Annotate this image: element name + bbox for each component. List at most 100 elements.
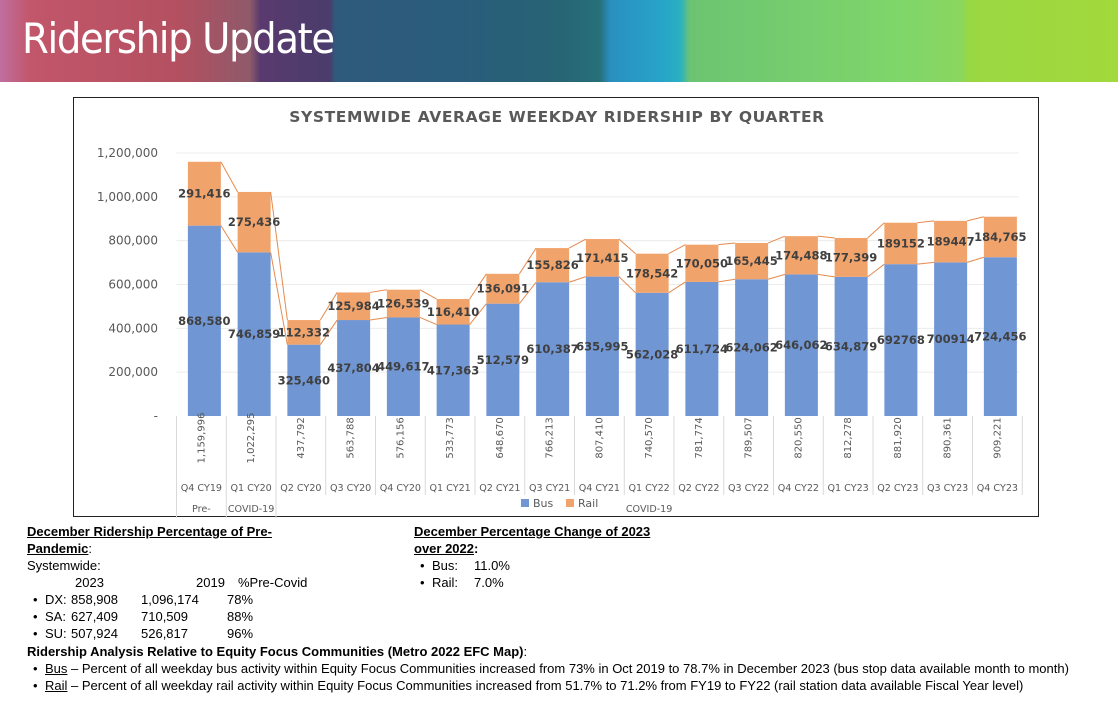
series-line-bus bbox=[718, 278, 736, 283]
data-label-rail: 155,826 bbox=[526, 258, 578, 272]
pre-pandemic-heading-2: Pandemic: bbox=[27, 540, 387, 557]
bullet: • bbox=[33, 609, 38, 624]
bullet: • bbox=[420, 558, 425, 573]
bar-bus bbox=[536, 282, 570, 416]
legend-label-bus: Bus bbox=[533, 497, 554, 510]
data-label-rail: 170,050 bbox=[676, 256, 728, 270]
data-label-rail: 178,542 bbox=[626, 266, 678, 280]
heading-colon: : bbox=[474, 541, 479, 556]
bar-bus bbox=[983, 257, 1017, 416]
total-label: 766,213 bbox=[545, 417, 556, 458]
bar-rail bbox=[735, 242, 769, 280]
series-line-bus bbox=[767, 273, 786, 280]
pre-pandemic-row: • DX: 858,908 1,096,174 78% bbox=[27, 591, 387, 608]
efc-description: – Percent of all weekday rail activity w… bbox=[67, 678, 1024, 693]
page-title: Ridership Update bbox=[22, 14, 335, 63]
series-line-bus bbox=[618, 276, 636, 294]
total-label: 1,159,996 bbox=[196, 413, 207, 464]
bullet: • bbox=[33, 626, 38, 641]
total-label: 781,774 bbox=[694, 417, 705, 458]
change-item-bus: • Bus: 11.0% bbox=[414, 557, 714, 574]
category-label: Q2 CY20 bbox=[280, 483, 321, 494]
series-line-rail bbox=[419, 289, 437, 300]
series-line-bus bbox=[270, 252, 288, 345]
bar-bus bbox=[884, 264, 918, 416]
category-label: Q4 CY19 bbox=[181, 483, 222, 494]
data-label-bus: 692768 bbox=[877, 333, 925, 347]
series-line-rail bbox=[967, 216, 984, 222]
bar-rail bbox=[536, 248, 570, 283]
value-pct: 88% bbox=[227, 609, 254, 624]
data-label-bus: 700914 bbox=[927, 332, 975, 346]
bar-bus bbox=[486, 303, 520, 416]
data-label-rail: 165,445 bbox=[725, 254, 777, 268]
chart-svg: SYSTEMWIDE AVERAGE WEEKDAY RIDERSHIP BY … bbox=[97, 108, 1027, 518]
change-heading-1: December Percentage Change of 2023 bbox=[414, 524, 651, 539]
bar-rail bbox=[486, 273, 520, 304]
bar-bus bbox=[237, 252, 271, 416]
value-2023: 627,409 bbox=[71, 609, 118, 624]
y-tick-label: 600,000 bbox=[108, 278, 158, 292]
series-line-bus bbox=[518, 281, 537, 304]
data-label-rail: 189152 bbox=[877, 236, 925, 250]
y-axis-ticks: - 200,000 400,000 600,000 800,000 1,000,000 1,… bbox=[97, 146, 158, 423]
category-label: Q3 CY21 bbox=[529, 483, 570, 494]
col-pct: %Pre-Covid bbox=[238, 575, 308, 590]
total-label: 563,788 bbox=[346, 417, 357, 458]
efc-heading-text: Ridership Analysis Relative to Equity Fo… bbox=[27, 644, 524, 659]
data-label-rail: 116,410 bbox=[427, 305, 479, 319]
series-line-bus bbox=[966, 256, 985, 263]
data-label-bus: 635,995 bbox=[576, 339, 628, 353]
efc-item-bus: • Bus – Percent of all weekday bus activi… bbox=[27, 660, 1117, 677]
bar-bus bbox=[635, 292, 669, 416]
series-line-rail bbox=[817, 235, 835, 239]
total-label: 909,221 bbox=[992, 417, 1003, 458]
series-line-rail bbox=[319, 292, 338, 321]
efc-mode: Bus bbox=[45, 661, 68, 676]
total-label: 437,792 bbox=[296, 417, 307, 458]
data-label-bus: 624,062 bbox=[725, 341, 777, 355]
efc-mode: Rail bbox=[45, 678, 68, 693]
total-label: 740,570 bbox=[644, 417, 655, 458]
efc-description: – Percent of all weekday bus activity wi… bbox=[67, 661, 1069, 676]
series-line-rail bbox=[469, 273, 487, 300]
series-line-bus bbox=[568, 276, 587, 283]
change-heading: December Percentage Change of 2023 bbox=[414, 523, 714, 540]
series-line-rail bbox=[270, 191, 288, 321]
category-label: Q4 CY23 bbox=[977, 483, 1018, 494]
data-label-rail: 184,765 bbox=[974, 230, 1026, 244]
total-label: 1,022,295 bbox=[246, 413, 257, 464]
pre-pandemic-row: • SU: 507,924 526,817 96% bbox=[27, 625, 387, 642]
change-value: 7.0% bbox=[474, 575, 504, 590]
bar-rail bbox=[187, 161, 221, 226]
bullet: • bbox=[33, 661, 38, 676]
data-label-bus: 417,363 bbox=[427, 363, 479, 377]
efc-section: Ridership Analysis Relative to Equity Fo… bbox=[27, 643, 1117, 694]
value-pct: 96% bbox=[227, 626, 254, 641]
category-label: Q3 CY23 bbox=[927, 483, 968, 494]
y-tick-label: 800,000 bbox=[108, 234, 158, 248]
data-label-rail: 275,436 bbox=[228, 215, 280, 229]
bar-bus bbox=[735, 279, 769, 416]
change-section: December Percentage Change of 2023 over … bbox=[414, 523, 714, 591]
efc-item-text: Rail – Percent of all weekday rail activ… bbox=[45, 677, 1023, 694]
category-label: Q2 CY21 bbox=[479, 483, 520, 494]
bar-rail bbox=[685, 244, 719, 282]
legend-label-rail: Rail bbox=[578, 497, 598, 510]
bars bbox=[187, 161, 1017, 416]
series-line-bus bbox=[469, 303, 487, 325]
data-label-bus: 646,062 bbox=[775, 338, 827, 352]
category-label: Q3 CY20 bbox=[330, 483, 371, 494]
row-label: SU: bbox=[45, 626, 67, 641]
y-tick-label: 400,000 bbox=[108, 321, 158, 335]
bullet: • bbox=[33, 592, 38, 607]
change-value: 11.0% bbox=[474, 558, 510, 573]
data-labels: 868,580 291,416 746,859 275,436 325,460 112,3… bbox=[178, 187, 1026, 388]
pre-pandemic-heading: December Ridership Percentage of Pre- bbox=[27, 524, 272, 539]
group-label: COVID-19 bbox=[626, 504, 673, 515]
data-label-bus: 562,028 bbox=[626, 347, 678, 361]
change-heading-word: over 2022 bbox=[414, 541, 474, 556]
series-line-rail bbox=[618, 238, 636, 255]
bar-rail bbox=[834, 237, 868, 277]
pre-pandemic-section: December Ridership Percentage of Pre- Pa… bbox=[27, 523, 387, 642]
